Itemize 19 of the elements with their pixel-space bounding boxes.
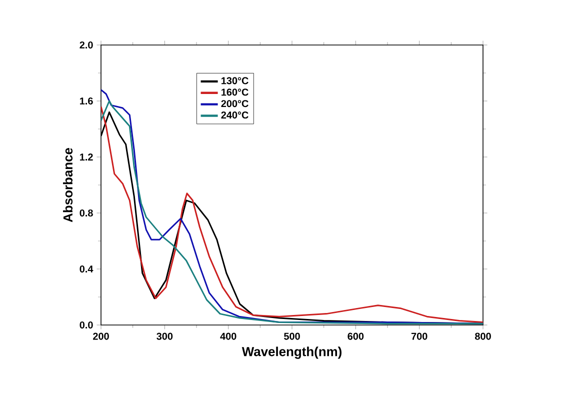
y-tick-label: 1.6 xyxy=(80,97,93,105)
legend-label: 200°C xyxy=(221,100,248,108)
x-tick-label: 600 xyxy=(348,332,364,340)
x-tick-label: 300 xyxy=(156,332,173,340)
x-tick-label: 500 xyxy=(284,332,300,340)
legend-label: 240°C xyxy=(221,112,248,119)
y-tick-label: 2.0 xyxy=(80,41,93,49)
x-tick-label: 800 xyxy=(475,332,491,340)
y-axis-title: Absorbance xyxy=(63,148,73,222)
x-tick-label: 200 xyxy=(93,332,109,340)
legend-label: 160°C xyxy=(222,88,248,96)
x-axis-title: Wavelength(nm) xyxy=(242,346,342,359)
legend-label: 130°C xyxy=(222,77,248,84)
y-tick-label: 1.2 xyxy=(80,154,93,160)
x-tick-label: 700 xyxy=(411,332,428,340)
y-tick-label: 0.8 xyxy=(80,209,93,217)
x-tick-label: 400 xyxy=(220,332,236,340)
y-tick-label: 0.4 xyxy=(80,265,94,273)
y-tick-label: 0.0 xyxy=(80,321,93,329)
